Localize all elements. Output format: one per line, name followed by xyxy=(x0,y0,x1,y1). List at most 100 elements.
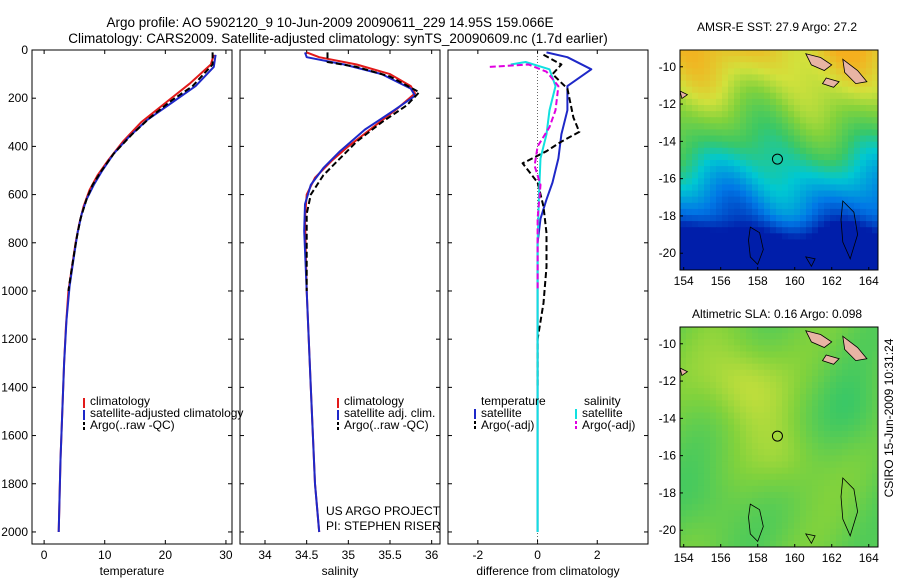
y-tick-label: -12 xyxy=(659,97,677,111)
y-tick-label: -20 xyxy=(659,523,677,537)
argo-position-marker xyxy=(771,430,783,442)
y-tick-label: -12 xyxy=(659,374,677,388)
sla-map-title: Altimetric SLA: 0.16 Argo: 0.098 xyxy=(692,307,862,321)
x-tick-label: 162 xyxy=(822,551,842,565)
x-tick-label: 158 xyxy=(748,551,768,565)
x-tick-label: 162 xyxy=(822,274,842,288)
legend-label-temp-satellite: satellite xyxy=(481,406,522,420)
y-tick-label: 2000 xyxy=(1,525,28,539)
legend-label-sat-adj: satellite adj. clim. xyxy=(344,406,435,420)
legend-label-temp-argo: Argo(-adj) xyxy=(481,418,534,432)
reef-contour xyxy=(840,200,859,260)
legend-label-sat-adj: satellite-adjusted climatology xyxy=(90,406,243,420)
series-line-salinity-satellite xyxy=(510,61,557,532)
legend-label-argo: Argo(..raw -QC) xyxy=(344,418,429,432)
y-tick-label: -16 xyxy=(659,172,677,186)
x-tick-label: 156 xyxy=(711,274,731,288)
map-frame xyxy=(679,326,879,548)
series-line-satellite-adj-clim- xyxy=(303,52,416,533)
legend-label-climatology: climatology xyxy=(90,394,150,408)
y-tick-label: 0 xyxy=(21,43,28,57)
y-tick-label: -18 xyxy=(659,486,677,500)
legend-label-climatology: climatology xyxy=(344,394,404,408)
land-island xyxy=(805,330,833,348)
map-field xyxy=(680,50,878,270)
y-tick-label: -20 xyxy=(659,246,677,260)
difference-panel: -2 0 2 difference from climatology xyxy=(447,49,649,578)
x-tick-label: 156 xyxy=(711,551,731,565)
y-tick-label: 200 xyxy=(8,91,28,105)
x-axis-label: temperature xyxy=(100,564,165,578)
x-tick-label: 160 xyxy=(785,551,805,565)
land-island xyxy=(680,90,689,100)
project-label: US ARGO PROJECT xyxy=(326,504,441,518)
land-island xyxy=(842,335,868,362)
x-tick-label: 30 xyxy=(219,548,233,562)
land-island xyxy=(821,354,840,365)
reef-contour xyxy=(804,533,816,545)
map-field xyxy=(680,327,878,547)
plot-frame xyxy=(239,49,441,545)
figure-title-line1: Argo profile: AO 5902120_9 10-Jun-2009 2… xyxy=(106,15,553,30)
difference-legend: temperature salinity satellite Argo(-adj… xyxy=(474,394,635,432)
argo-position-marker xyxy=(771,153,783,165)
salinity-legend: climatology satellite adj. clim. Argo(..… xyxy=(337,394,435,432)
plot-frame xyxy=(31,49,233,545)
legend-header-salinity: salinity xyxy=(584,394,621,408)
x-tick-label: 164 xyxy=(859,551,879,565)
y-tick-label: 1000 xyxy=(1,284,28,298)
series-line-argo-raw-qc- xyxy=(305,52,421,291)
x-tick-label: 35 xyxy=(342,548,356,562)
salinity-panel: 34 34.5 35 35.5 36 salinity xyxy=(239,49,441,578)
y-tick-label: 1400 xyxy=(1,380,28,394)
sst-map-title: AMSR-E SST: 27.9 Argo: 27.2 xyxy=(697,20,857,34)
y-tick-label: -14 xyxy=(659,411,677,425)
x-tick-label: 20 xyxy=(159,548,173,562)
y-tick-label: 800 xyxy=(8,236,28,250)
figure-title-line2: Climatology: CARS2009. Satellite-adjuste… xyxy=(68,31,608,46)
series-line-argo-raw-qc- xyxy=(67,52,214,292)
legend-label-sal-argo: Argo(-adj) xyxy=(582,418,635,432)
credit-label: CSIRO 15-Jun-2009 10:31:24 xyxy=(882,338,896,497)
pi-label: PI: STEPHEN RISER xyxy=(326,519,441,533)
plot-frame xyxy=(447,49,649,545)
temperature-legend: climatology satellite-adjusted climatolo… xyxy=(83,394,243,432)
reef-contour xyxy=(748,503,764,543)
temperature-panel: 0 200 400 600 800 1000 1200 1400 1600 1800 2000 0 10… xyxy=(1,43,233,578)
sla-map: 154 156 158 160 162 164 -10 -12 -14 -16 -18 -20 xyxy=(659,326,879,565)
legend-label-argo: Argo(..raw -QC) xyxy=(90,418,175,432)
x-tick-label: -2 xyxy=(473,548,484,562)
x-tick-label: 154 xyxy=(674,551,694,565)
x-tick-label: 34.5 xyxy=(295,548,319,562)
x-tick-label: 164 xyxy=(859,274,879,288)
x-tick-label: 158 xyxy=(748,274,768,288)
x-tick-label: 2 xyxy=(594,548,601,562)
x-tick-label: 0 xyxy=(41,548,48,562)
y-tick-label: 1600 xyxy=(1,429,28,443)
x-tick-label: 35.5 xyxy=(378,548,402,562)
reef-contour xyxy=(804,256,816,268)
series-line-temperature-satellite xyxy=(536,51,593,532)
land-island xyxy=(821,77,840,88)
y-tick-label: -18 xyxy=(659,209,677,223)
sst-map: 154 156 158 160 162 164 -10 -12 -14 -16 -18 -20 xyxy=(659,49,879,288)
x-tick-label: 160 xyxy=(785,274,805,288)
legend-label-sal-satellite: satellite xyxy=(582,406,623,420)
y-tick-label: -10 xyxy=(659,337,677,351)
reef-contour xyxy=(748,226,764,266)
x-tick-label: 0 xyxy=(534,548,541,562)
x-tick-label: 34 xyxy=(258,548,272,562)
series-line-salinity-argo-adj- xyxy=(489,63,560,291)
land-island xyxy=(842,58,868,85)
series-line-temperature-argo-adj- xyxy=(521,53,581,388)
y-tick-label: 400 xyxy=(8,139,28,153)
map-frame xyxy=(679,49,879,271)
x-tick-label: 36 xyxy=(425,548,439,562)
x-axis-label: difference from climatology xyxy=(476,564,619,578)
y-tick-label: 1800 xyxy=(1,477,28,491)
y-tick-label: -16 xyxy=(659,449,677,463)
y-tick-label: 1200 xyxy=(1,332,28,346)
x-axis-label: salinity xyxy=(322,564,359,578)
y-tick-label: 600 xyxy=(8,188,28,202)
